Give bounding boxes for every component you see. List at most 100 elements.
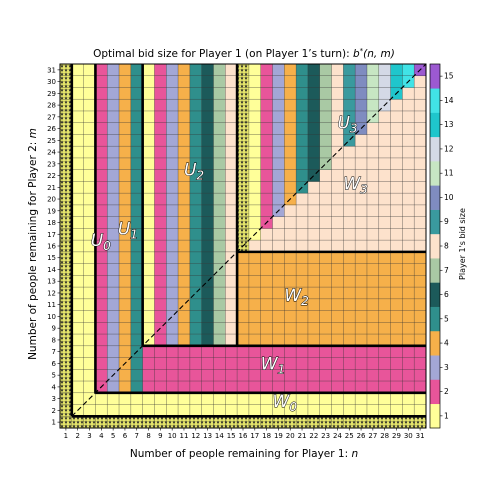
heatmap-cell bbox=[343, 404, 356, 417]
heatmap-cell bbox=[83, 134, 96, 147]
heatmap-cell bbox=[201, 240, 214, 253]
heatmap-cell bbox=[343, 216, 356, 229]
heatmap-cell bbox=[119, 392, 132, 405]
heatmap-cell bbox=[166, 64, 179, 77]
heatmap-cell bbox=[142, 275, 155, 288]
heatmap-cell bbox=[355, 146, 368, 159]
heatmap-cell bbox=[260, 157, 273, 170]
heatmap-cell bbox=[178, 99, 191, 112]
heatmap-cell bbox=[260, 298, 273, 311]
heatmap-cell bbox=[83, 334, 96, 347]
x-tick-label: 1 bbox=[64, 432, 68, 440]
heatmap-cell bbox=[355, 157, 368, 170]
heatmap-cell bbox=[201, 64, 214, 77]
heatmap-cell bbox=[178, 392, 191, 405]
heatmap-cell bbox=[95, 169, 108, 182]
heatmap-cell bbox=[213, 287, 226, 300]
heatmap-cell bbox=[142, 310, 155, 323]
heatmap-cell bbox=[402, 287, 415, 300]
heatmap-cell bbox=[272, 64, 285, 77]
heatmap-cell bbox=[142, 134, 155, 147]
heatmap-cell bbox=[189, 134, 202, 147]
heatmap-cell bbox=[83, 99, 96, 112]
heatmap-cell bbox=[414, 251, 427, 264]
heatmap-cell bbox=[272, 122, 285, 135]
heatmap-cell bbox=[355, 345, 368, 358]
heatmap-cell bbox=[414, 416, 427, 429]
colorbar-tick-label: 14 bbox=[444, 96, 454, 105]
colorbar-tick-label: 10 bbox=[444, 193, 454, 202]
heatmap-cell bbox=[71, 322, 84, 335]
heatmap-cell bbox=[178, 357, 191, 370]
heatmap-cell bbox=[119, 369, 132, 382]
heatmap-cell bbox=[60, 146, 73, 159]
heatmap-cell bbox=[166, 251, 179, 264]
heatmap-cell bbox=[414, 87, 427, 100]
colorbar-tick-label: 12 bbox=[444, 144, 454, 153]
heatmap-cell bbox=[248, 193, 262, 206]
heatmap-cell bbox=[248, 404, 262, 417]
heatmap-cell bbox=[319, 310, 332, 323]
heatmap-cell bbox=[319, 275, 332, 288]
heatmap-cell bbox=[201, 122, 214, 135]
heatmap-cell bbox=[378, 146, 391, 159]
heatmap-cell bbox=[343, 99, 356, 112]
heatmap-cell bbox=[60, 251, 73, 264]
heatmap-cell bbox=[390, 122, 403, 135]
heatmap-cell bbox=[119, 193, 132, 206]
heatmap-cell bbox=[119, 216, 132, 229]
heatmap-cell bbox=[225, 99, 238, 112]
heatmap-cell bbox=[319, 216, 332, 229]
x-axis-label: Number of people remaining for Player 1:… bbox=[130, 448, 358, 460]
heatmap-cell bbox=[130, 134, 143, 147]
heatmap-cell bbox=[414, 240, 427, 253]
heatmap-cell bbox=[284, 404, 297, 417]
heatmap-cell bbox=[71, 334, 84, 347]
heatmap-cell bbox=[390, 298, 403, 311]
heatmap-cell bbox=[130, 157, 143, 170]
heatmap-cell bbox=[166, 322, 179, 335]
heatmap-cell bbox=[319, 204, 332, 217]
heatmap-cell bbox=[378, 345, 391, 358]
heatmap-cell bbox=[284, 64, 297, 77]
heatmap-cell bbox=[390, 169, 403, 182]
heatmap-cell bbox=[378, 416, 391, 429]
heatmap-cell bbox=[343, 322, 356, 335]
heatmap-cell bbox=[402, 204, 415, 217]
heatmap-cell bbox=[343, 87, 356, 100]
heatmap-cell bbox=[414, 310, 427, 323]
heatmap-cell bbox=[296, 298, 309, 311]
heatmap-cell bbox=[142, 416, 155, 429]
heatmap-cell bbox=[355, 404, 368, 417]
heatmap-cell bbox=[189, 64, 202, 77]
heatmap-cell bbox=[390, 134, 403, 147]
heatmap-cell bbox=[414, 228, 427, 241]
heatmap-cell bbox=[189, 322, 202, 335]
heatmap-cell bbox=[154, 110, 167, 124]
heatmap-cell bbox=[60, 357, 73, 370]
heatmap-cell bbox=[378, 228, 391, 241]
heatmap-cell bbox=[307, 345, 321, 358]
heatmap-cell bbox=[378, 357, 391, 370]
heatmap-cell bbox=[343, 251, 356, 264]
heatmap-cell bbox=[260, 381, 273, 394]
heatmap-cell bbox=[95, 146, 108, 159]
heatmap-cell bbox=[355, 228, 368, 241]
heatmap-cell bbox=[71, 193, 84, 206]
heatmap-cell bbox=[343, 75, 356, 88]
heatmap-cell bbox=[248, 251, 262, 264]
x-tick-label: 4 bbox=[99, 432, 104, 440]
heatmap-cell bbox=[130, 416, 143, 429]
heatmap-cell bbox=[414, 193, 427, 206]
heatmap-cell bbox=[414, 110, 427, 124]
heatmap-cell bbox=[307, 322, 321, 335]
heatmap-cell bbox=[248, 357, 262, 370]
heatmap-cell bbox=[213, 181, 226, 194]
heatmap-cell bbox=[284, 99, 297, 112]
heatmap-cell bbox=[378, 110, 391, 124]
x-tick-label: 16 bbox=[239, 432, 248, 440]
heatmap-cell bbox=[284, 157, 297, 170]
heatmap-cell bbox=[71, 357, 84, 370]
heatmap-cell bbox=[307, 381, 321, 394]
heatmap-cell bbox=[284, 181, 297, 194]
